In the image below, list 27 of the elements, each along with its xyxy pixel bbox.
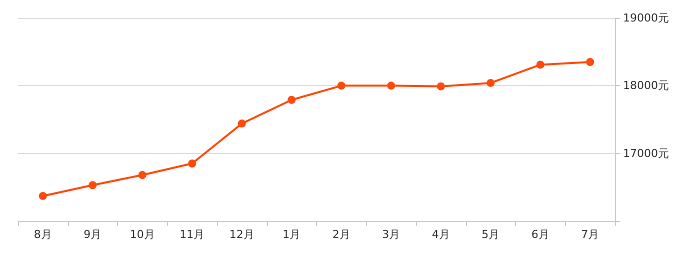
x-tick-label: 8月 (34, 228, 52, 241)
point (138, 170, 146, 179)
point (387, 82, 396, 90)
point (238, 120, 246, 128)
point (536, 60, 544, 69)
point (88, 181, 97, 190)
x-tick-label: 11月 (180, 228, 205, 241)
y-tick-label: 18000元 (623, 79, 669, 92)
x-tick-label: 2月 (332, 228, 350, 241)
x-tick-label: 4月 (432, 228, 450, 241)
point (486, 78, 495, 87)
point (436, 82, 445, 90)
x-tick-label: 6月 (531, 228, 550, 241)
point (337, 82, 346, 90)
x-tick-label: 1月 (282, 228, 301, 241)
x-tick-label: 12月 (229, 228, 254, 241)
point (288, 96, 296, 104)
y-tick-label: 17000元 (623, 146, 669, 160)
point (586, 58, 594, 66)
x-tick-label: 5月 (482, 228, 500, 241)
x-tick-label: 3月 (382, 228, 400, 241)
x-tick-label: 7月 (581, 228, 600, 241)
x-tick-label: 9月 (84, 228, 102, 241)
point (188, 159, 196, 168)
y-tick-label: 19000元 (623, 12, 669, 24)
point (38, 192, 47, 200)
x-tick-label: 10月 (130, 228, 155, 241)
